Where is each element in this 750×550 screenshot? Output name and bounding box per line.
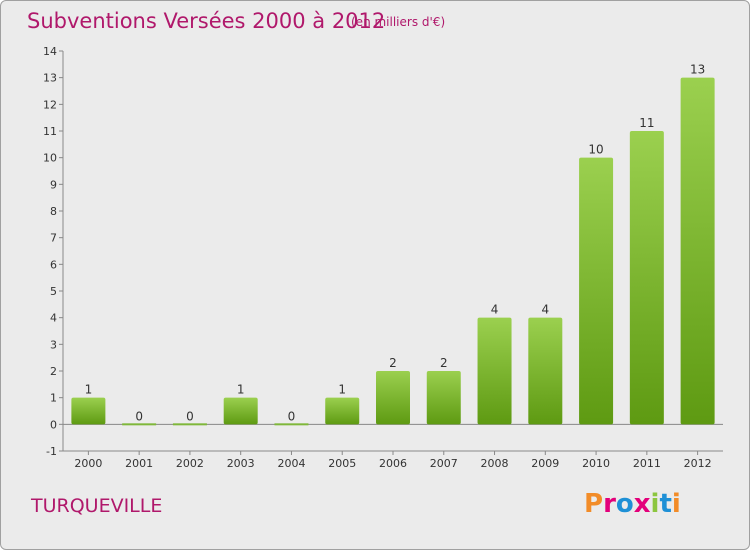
x-tick-label: 2009: [531, 457, 559, 470]
bar: [579, 157, 614, 425]
y-tick-label: 10: [43, 152, 57, 165]
data-label: 1: [237, 383, 245, 397]
x-tick-label: 2012: [684, 457, 712, 470]
x-tick-label: 2006: [379, 457, 407, 470]
chart-title: Subventions Versées 2000 à 2012: [27, 9, 386, 33]
x-tick-label: 2001: [125, 457, 153, 470]
bar: [122, 423, 157, 426]
logo-letter: x: [633, 489, 651, 519]
bar: [223, 397, 258, 425]
x-tick-label: 2010: [582, 457, 610, 470]
logo-letter: r: [603, 489, 616, 519]
y-tick-label: 7: [50, 232, 57, 245]
x-tick-label: 2000: [74, 457, 102, 470]
bar: [426, 371, 461, 425]
y-tick-label: 13: [43, 72, 57, 85]
y-tick-label: 12: [43, 98, 57, 111]
bar: [325, 397, 360, 425]
data-label: 0: [135, 409, 143, 423]
y-tick-label: 5: [50, 285, 57, 298]
data-label: 11: [639, 116, 654, 130]
y-tick-label: 4: [50, 312, 57, 325]
y-tick-label: 11: [43, 125, 57, 138]
bars: [71, 77, 715, 426]
bar: [172, 423, 207, 426]
y-tick-label: 3: [50, 338, 57, 351]
data-label: 1: [85, 383, 93, 397]
x-tick-label: 2003: [227, 457, 255, 470]
x-tick-label: 2004: [277, 457, 305, 470]
x-tick-label: 2005: [328, 457, 356, 470]
x-tick-label: 2007: [430, 457, 458, 470]
commune-name: TURQUEVILLE: [31, 495, 163, 517]
data-label: 13: [690, 63, 705, 77]
x-tick-label: 2008: [481, 457, 509, 470]
bar: [528, 317, 563, 425]
bar: [477, 317, 512, 425]
x-tick-label: 2002: [176, 457, 204, 470]
y-tick-label: 0: [50, 418, 57, 431]
y-tick-label: 8: [50, 205, 57, 218]
data-label: 0: [288, 409, 296, 423]
data-label: 4: [491, 303, 499, 317]
chart-unit: (en milliers d'€): [351, 15, 446, 29]
bar: [629, 131, 664, 425]
y-tick-label: -1: [46, 445, 57, 458]
data-label: 4: [541, 303, 549, 317]
y-tick-label: 6: [50, 258, 57, 271]
data-label: 2: [440, 356, 448, 370]
data-label: 10: [588, 143, 603, 157]
logo-letter: P: [584, 489, 604, 519]
y-tick-label: 1: [50, 392, 57, 405]
bar: [680, 77, 715, 425]
proxiti-logo: Proxiti: [584, 489, 681, 519]
data-label: 2: [389, 356, 397, 370]
y-tick-label: 14: [43, 45, 57, 58]
logo-letter: o: [615, 489, 634, 519]
data-label: 1: [338, 383, 346, 397]
labels: 1 2000 0 2001 0 2002 1 2003 0 2004 1 2005 2 2006 2 2007…: [74, 63, 711, 470]
x-tick-label: 2011: [633, 457, 661, 470]
data-label: 0: [186, 409, 194, 423]
logo-letter: i: [671, 489, 681, 519]
y-tick-label: 2: [50, 365, 57, 378]
logo-letter: t: [659, 489, 672, 519]
logo-letter: i: [650, 489, 660, 519]
y-tick-label: 9: [50, 178, 57, 191]
bar: [71, 397, 106, 425]
bar: [376, 371, 410, 425]
bar: [274, 423, 309, 426]
